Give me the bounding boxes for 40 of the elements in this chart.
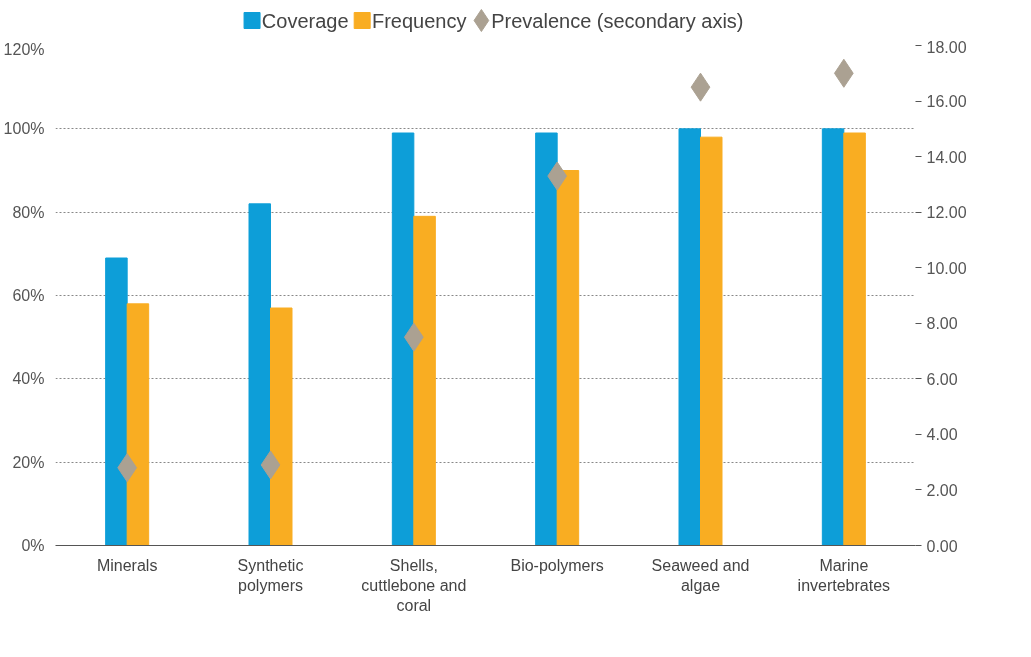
x-tick-label: Marine invertebrates — [797, 556, 891, 594]
y2-tick-label: 16.00 — [926, 93, 967, 111]
y-tick-label: 40% — [12, 370, 45, 388]
bar — [391, 132, 415, 546]
x-tick-label: Seaweed and algae — [651, 556, 750, 594]
y-tick-label: 120% — [3, 40, 45, 58]
bar — [126, 303, 150, 546]
x-tick-label: Minerals — [96, 556, 158, 574]
y2-tick-label: 18.00 — [926, 38, 967, 56]
bar — [270, 307, 293, 546]
bar — [556, 170, 580, 546]
y-tick-label: 100% — [3, 120, 45, 138]
y2-tick-label: 14.00 — [926, 148, 967, 166]
point — [260, 450, 281, 480]
x-tick-label: Shells, cuttlebone and coral — [361, 556, 467, 615]
y-tick-label: 0% — [21, 537, 45, 554]
bar — [105, 257, 128, 546]
y2-tick-label: 4.00 — [926, 426, 958, 444]
x-tick-label: Synthetic polymers — [237, 556, 304, 594]
y2-tick-label: 12.00 — [926, 204, 967, 222]
bar — [248, 203, 271, 546]
y2-tick-label: 0.00 — [926, 537, 958, 555]
bar — [700, 136, 723, 546]
legend-label: Prevalence (secondary axis) — [491, 9, 744, 32]
bar — [821, 128, 845, 546]
bar — [843, 132, 866, 546]
x-tick-label: Bio-polymers — [510, 556, 604, 574]
y2-tick-label: 2.00 — [926, 481, 958, 499]
y-tick-label: 60% — [12, 287, 45, 304]
bar — [535, 132, 558, 546]
legend-label: Coverage — [261, 9, 349, 32]
legend-label: Frequency — [371, 9, 467, 32]
y2-tick-label: 8.00 — [926, 315, 958, 333]
bar — [678, 128, 701, 546]
point — [690, 72, 711, 102]
y2-tick-label: 6.00 — [926, 370, 958, 388]
y2-tick-label: 10.00 — [926, 259, 967, 277]
y-tick-label: 80% — [12, 203, 45, 221]
bar — [413, 215, 436, 546]
y-tick-label: 20% — [12, 453, 45, 471]
